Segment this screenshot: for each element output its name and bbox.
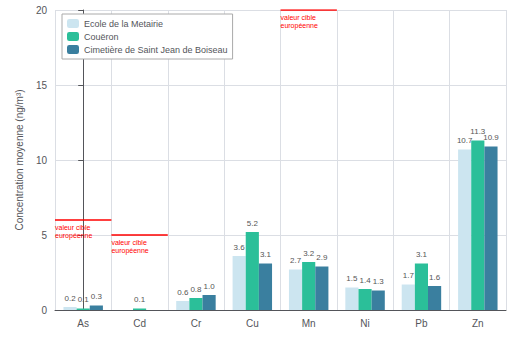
svg-text:1.4: 1.4 <box>360 276 372 285</box>
svg-text:valeur cible: valeur cible <box>281 14 317 21</box>
svg-text:0.6: 0.6 <box>177 288 189 297</box>
svg-text:valeur cible: valeur cible <box>111 239 147 246</box>
svg-text:0.1: 0.1 <box>78 295 90 304</box>
svg-text:européenne: européenne <box>111 247 148 255</box>
svg-text:Ni: Ni <box>360 318 369 329</box>
svg-text:0.1: 0.1 <box>134 295 146 304</box>
svg-text:Ecole de la Metairie: Ecole de la Metairie <box>84 19 163 29</box>
svg-text:0.8: 0.8 <box>190 285 202 294</box>
svg-text:1.3: 1.3 <box>373 277 385 286</box>
svg-text:5: 5 <box>41 230 47 241</box>
svg-text:Mn: Mn <box>302 318 316 329</box>
svg-text:Cu: Cu <box>246 318 259 329</box>
svg-text:10.9: 10.9 <box>483 133 499 142</box>
svg-text:Cimetière de Saint Jean de Boi: Cimetière de Saint Jean de Boiseau <box>84 45 228 55</box>
svg-text:3.6: 3.6 <box>234 243 246 252</box>
svg-text:11.3: 11.3 <box>470 127 486 136</box>
svg-text:0.3: 0.3 <box>91 292 103 301</box>
svg-text:3.2: 3.2 <box>303 249 315 258</box>
svg-text:0.2: 0.2 <box>64 294 76 303</box>
svg-text:2.7: 2.7 <box>290 256 302 265</box>
svg-text:As: As <box>77 318 89 329</box>
svg-text:Couëron: Couëron <box>84 32 119 42</box>
svg-text:européenne: européenne <box>55 232 92 240</box>
svg-text:Zn: Zn <box>472 318 484 329</box>
svg-text:1.7: 1.7 <box>403 271 415 280</box>
svg-text:Pb: Pb <box>415 318 428 329</box>
svg-text:20: 20 <box>36 5 48 16</box>
svg-text:Cd: Cd <box>133 318 146 329</box>
svg-text:européenne: européenne <box>281 22 318 30</box>
svg-text:10.7: 10.7 <box>457 136 473 145</box>
svg-text:10: 10 <box>36 155 48 166</box>
svg-text:3.1: 3.1 <box>260 250 272 259</box>
svg-text:Concentration moyenne (ng/m³): Concentration moyenne (ng/m³) <box>14 89 25 230</box>
svg-text:0: 0 <box>41 305 47 316</box>
svg-text:Cr: Cr <box>191 318 202 329</box>
svg-text:1.5: 1.5 <box>346 274 358 283</box>
svg-text:2.9: 2.9 <box>316 253 328 262</box>
svg-text:15: 15 <box>36 80 48 91</box>
svg-text:3.1: 3.1 <box>416 250 428 259</box>
svg-text:valeur cible: valeur cible <box>55 224 91 231</box>
svg-text:1.6: 1.6 <box>429 273 441 282</box>
svg-text:5.2: 5.2 <box>247 219 259 228</box>
svg-text:1.0: 1.0 <box>204 282 216 291</box>
